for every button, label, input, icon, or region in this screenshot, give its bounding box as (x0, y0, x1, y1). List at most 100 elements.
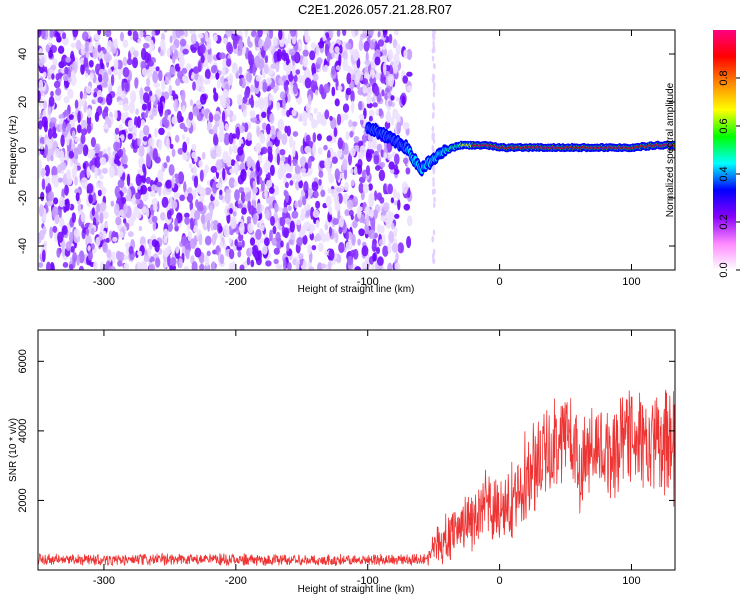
noise-blob (338, 53, 342, 67)
noise-blob (100, 261, 104, 270)
colorbar-tick-label: 0.0 (718, 262, 730, 277)
noise-blob (323, 64, 329, 73)
noise-blob (278, 30, 283, 41)
noise-blob (137, 138, 141, 147)
noise-blob (345, 241, 353, 251)
noise-blob (431, 55, 435, 62)
noise-blob (123, 203, 128, 215)
noise-blob (166, 137, 170, 150)
noise-blob (177, 147, 184, 155)
noise-blob (266, 85, 272, 92)
noise-blob (48, 191, 55, 202)
noise-blob (401, 95, 406, 106)
noise-blob (317, 147, 323, 155)
noise-blob (295, 258, 300, 270)
noise-blob (388, 161, 395, 170)
noise-blob (87, 107, 92, 119)
noise-blob (308, 141, 314, 149)
noise-blob (136, 264, 143, 270)
noise-blob (158, 139, 163, 151)
colorbar: 0.0 0.2 0.4 0.6 0.8 Normalized spectral ampl… (665, 30, 740, 278)
noise-blob (212, 181, 218, 194)
noise-blob (218, 95, 223, 101)
noise-blob (296, 219, 302, 226)
y-tick-label: 40 (17, 48, 29, 60)
noise-blob (431, 235, 434, 242)
noise-blob (194, 247, 202, 258)
colorbar-ticks: 0.0 0.2 0.4 0.6 0.8 (718, 70, 740, 278)
y-tick-label: -40 (17, 238, 29, 254)
noise-blob (300, 167, 307, 173)
noise-blob (299, 156, 307, 168)
x-tick-label: 0 (497, 575, 503, 587)
noise-blob (175, 78, 181, 87)
noise-blob (42, 71, 47, 78)
noise-blob (168, 84, 173, 96)
noise-blob (325, 231, 330, 242)
noise-blob (226, 58, 232, 67)
noise-blob (113, 109, 118, 121)
noise-blob (120, 112, 126, 124)
noise-blob (135, 173, 142, 186)
noise-blob (284, 181, 289, 189)
noise-blob (106, 249, 112, 259)
noise-blob (342, 30, 347, 36)
noise-blob (151, 30, 156, 38)
noise-blob (221, 66, 226, 78)
noise-blob (308, 73, 312, 79)
noise-blob (361, 261, 368, 269)
noise-blob (70, 246, 75, 253)
noise-blob (356, 207, 362, 219)
noise-blob (64, 184, 69, 196)
noise-blob (130, 212, 137, 221)
noise-blob (260, 99, 266, 106)
noise-blob (432, 258, 436, 264)
noise-blob (61, 244, 65, 257)
noise-blob (218, 225, 223, 233)
noise-blob (388, 230, 395, 244)
noise-blob (291, 210, 299, 219)
noise-blob (102, 72, 109, 84)
noise-blob (391, 222, 395, 230)
noise-blob (51, 174, 56, 185)
noise-blob (203, 78, 209, 85)
noise-blob (155, 257, 161, 268)
noise-blob (369, 40, 375, 50)
noise-blob (295, 69, 301, 75)
x-tick-label: 0 (497, 276, 503, 288)
noise-blob (98, 50, 105, 61)
noise-blob (234, 189, 240, 202)
noise-blob (334, 168, 340, 181)
noise-blob (144, 86, 151, 92)
noise-blob (328, 226, 332, 237)
noise-blob (120, 31, 124, 42)
noise-blob (363, 40, 370, 52)
noise-blob (263, 41, 269, 52)
noise-blob (107, 68, 112, 76)
noise-blob (172, 54, 176, 64)
noise-blob (112, 236, 118, 242)
noise-blob (248, 97, 253, 105)
noise-blob (230, 159, 236, 167)
noise-blob (159, 49, 164, 57)
noise-blob (82, 162, 87, 170)
noise-blob (216, 79, 221, 89)
colorbar-tick-label: 0.6 (718, 118, 730, 133)
noise-blob (150, 95, 156, 103)
noise-blob (269, 229, 273, 242)
noise-blob (359, 145, 366, 158)
noise-blob (281, 107, 288, 117)
noise-blob (233, 180, 238, 187)
noise-blob (182, 48, 189, 55)
noise-blob (112, 69, 119, 76)
noise-blob (260, 224, 265, 232)
noise-blob (56, 247, 61, 258)
noise-blob (103, 222, 108, 229)
noise-blob (141, 103, 147, 111)
noise-blob (46, 200, 53, 207)
noise-blob (51, 73, 55, 80)
noise-blob (169, 143, 174, 149)
noise-blob (320, 263, 326, 269)
noise-blob (287, 205, 292, 212)
noise-blob (122, 103, 130, 112)
